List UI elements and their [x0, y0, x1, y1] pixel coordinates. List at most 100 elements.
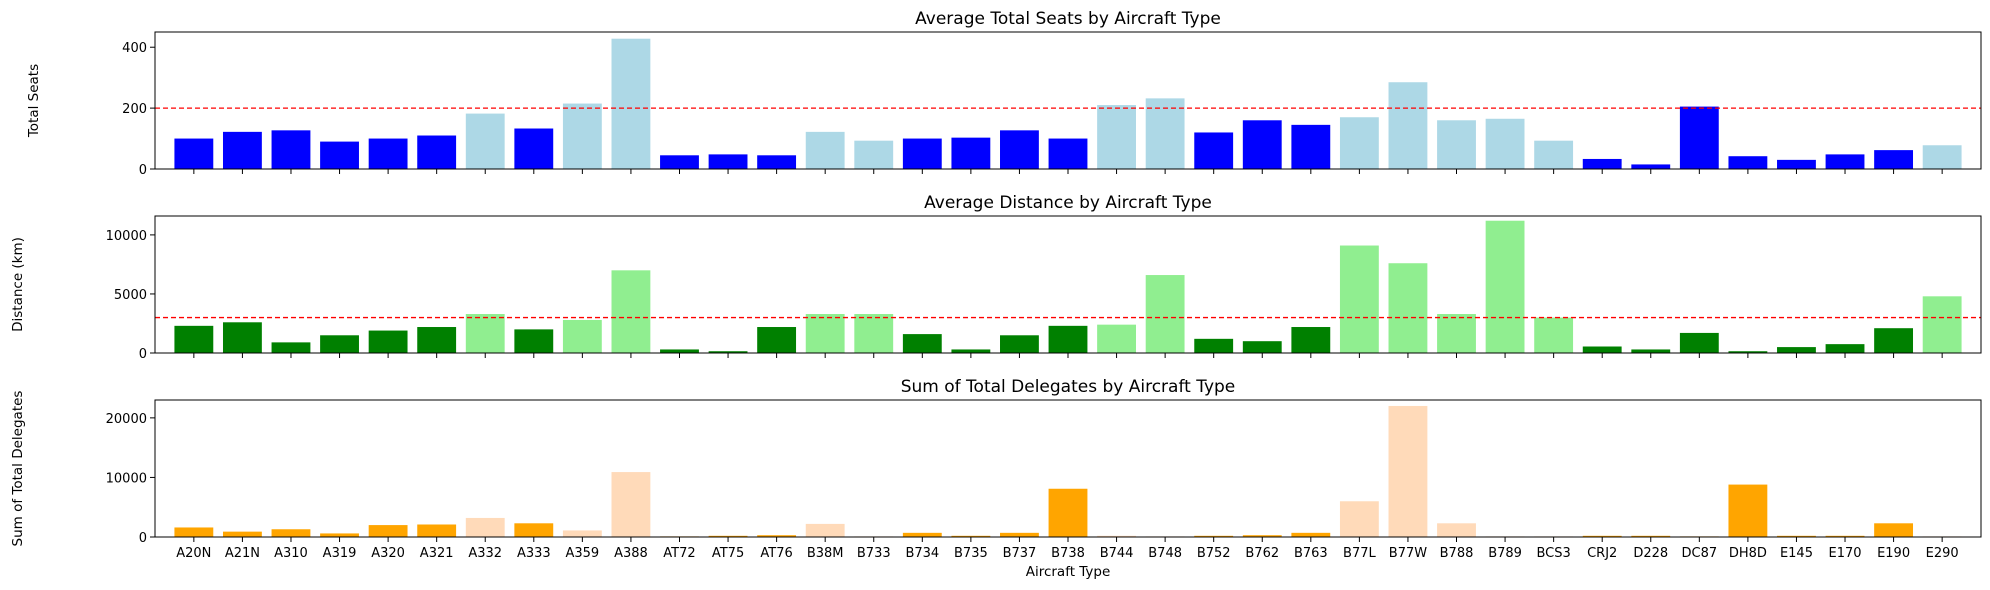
y-tick-label: 10000	[106, 471, 147, 486]
bar-a319	[320, 141, 359, 169]
bar-at72	[660, 349, 699, 353]
bar-a320	[368, 525, 408, 537]
bar-e145	[1777, 347, 1816, 353]
y-axis-label: Distance (km)	[10, 237, 26, 332]
bar-e290	[1922, 145, 1962, 169]
x-tick-label: B737	[1003, 546, 1037, 561]
x-tick-label: E170	[1829, 546, 1862, 561]
bar-b789	[1485, 220, 1525, 353]
bar-bcs3	[1534, 140, 1574, 169]
bar-e170	[1825, 535, 1865, 537]
bar-b734	[902, 532, 942, 537]
bar-e190	[1874, 523, 1914, 537]
bar-b744	[1097, 105, 1136, 169]
bar-a388	[611, 38, 651, 169]
bar-d228	[1631, 535, 1671, 537]
bar-b737	[1000, 130, 1039, 169]
bar-b735	[951, 349, 991, 353]
bar-a20n	[174, 325, 214, 353]
bar-b788	[1437, 120, 1476, 169]
bar-e190	[1874, 328, 1914, 353]
bar-e145	[1777, 159, 1816, 169]
x-tick-label: DC87	[1682, 546, 1718, 561]
bar-crj2	[1582, 158, 1622, 169]
bar-a319	[320, 533, 359, 537]
y-tick-label: 10000	[106, 229, 147, 244]
y-tick-label: 5000	[114, 288, 147, 303]
bar-b735	[951, 535, 991, 537]
bar-b735	[951, 137, 991, 169]
bar-b733	[854, 140, 894, 169]
chart-panel-3: Sum of Total Delegates by Aircraft Type S…	[10, 377, 1982, 580]
bar-a388	[611, 270, 651, 353]
bar-b762	[1242, 120, 1282, 169]
bar-b734	[902, 138, 942, 169]
chart-title: Average Distance by Aircraft Type	[924, 193, 1212, 213]
x-tick-label: AT72	[663, 546, 695, 561]
x-tick-label: DH8D	[1729, 546, 1767, 561]
bar-crj2	[1582, 346, 1622, 353]
x-tick-label: B763	[1294, 546, 1328, 561]
x-tick-label: B38M	[807, 546, 844, 561]
bar-a359	[562, 103, 602, 169]
x-tick-label: A388	[614, 546, 648, 561]
x-tick-label: A310	[274, 546, 308, 561]
x-tick-label: AT75	[712, 546, 744, 561]
bar-a388	[611, 472, 651, 537]
x-tick-label: B734	[905, 546, 939, 561]
x-tick-label: CRJ2	[1587, 546, 1617, 561]
bar-b738	[1048, 138, 1088, 169]
x-tick-label: A333	[517, 546, 551, 561]
bar-b763	[1291, 124, 1331, 169]
bar-e170	[1825, 344, 1865, 353]
bar-a332	[465, 113, 505, 169]
x-tick-label: B744	[1100, 546, 1134, 561]
bar-a333	[514, 329, 554, 353]
x-tick-label: A319	[323, 546, 357, 561]
chart-title: Average Total Seats by Aircraft Type	[915, 9, 1221, 29]
bar-a332	[465, 517, 505, 537]
bar-a310	[271, 130, 311, 169]
bar-e290	[1922, 296, 1962, 353]
bar-a21n	[222, 131, 262, 169]
y-tick-label: 0	[139, 347, 147, 362]
bar-b788	[1437, 314, 1476, 353]
bar-b38m	[805, 131, 845, 169]
bar-bcs3	[1534, 317, 1574, 353]
bar-a319	[320, 335, 359, 353]
bar-at72	[660, 155, 699, 169]
x-tick-label: B762	[1245, 546, 1279, 561]
bar-a310	[271, 529, 311, 537]
bar-b752	[1194, 338, 1234, 353]
bar-b752	[1194, 535, 1234, 537]
bar-at76	[757, 535, 797, 537]
bar-a332	[465, 314, 505, 353]
bar-a320	[368, 138, 408, 169]
bar-dc87	[1679, 106, 1719, 169]
x-tick-label: E190	[1877, 546, 1910, 561]
x-tick-label: B752	[1197, 546, 1231, 561]
bar-a20n	[174, 527, 214, 537]
y-tick-label: 20000	[106, 412, 147, 427]
bar-e190	[1874, 150, 1914, 169]
bar-a359	[562, 530, 602, 537]
plot-frame	[154, 215, 1982, 354]
bar-a310	[271, 342, 311, 353]
bar-b77w	[1388, 82, 1428, 169]
x-tick-label: E145	[1780, 546, 1813, 561]
bar-a321	[417, 524, 457, 537]
bar-b38m	[805, 314, 845, 353]
y-tick-label: 400	[122, 41, 147, 56]
bar-b38m	[805, 523, 845, 537]
x-tick-label: B735	[954, 546, 988, 561]
bar-a321	[417, 135, 457, 169]
bar-b789	[1485, 118, 1525, 169]
bar-b77l	[1339, 245, 1379, 353]
bar-b752	[1194, 132, 1234, 169]
y-tick-label: 0	[139, 531, 147, 546]
bar-a359	[562, 319, 602, 353]
bar-dh8d	[1728, 484, 1768, 537]
bar-b77w	[1388, 405, 1428, 537]
y-axis-label: Sum of Total Delegates	[10, 391, 26, 547]
bar-b748	[1145, 98, 1185, 169]
